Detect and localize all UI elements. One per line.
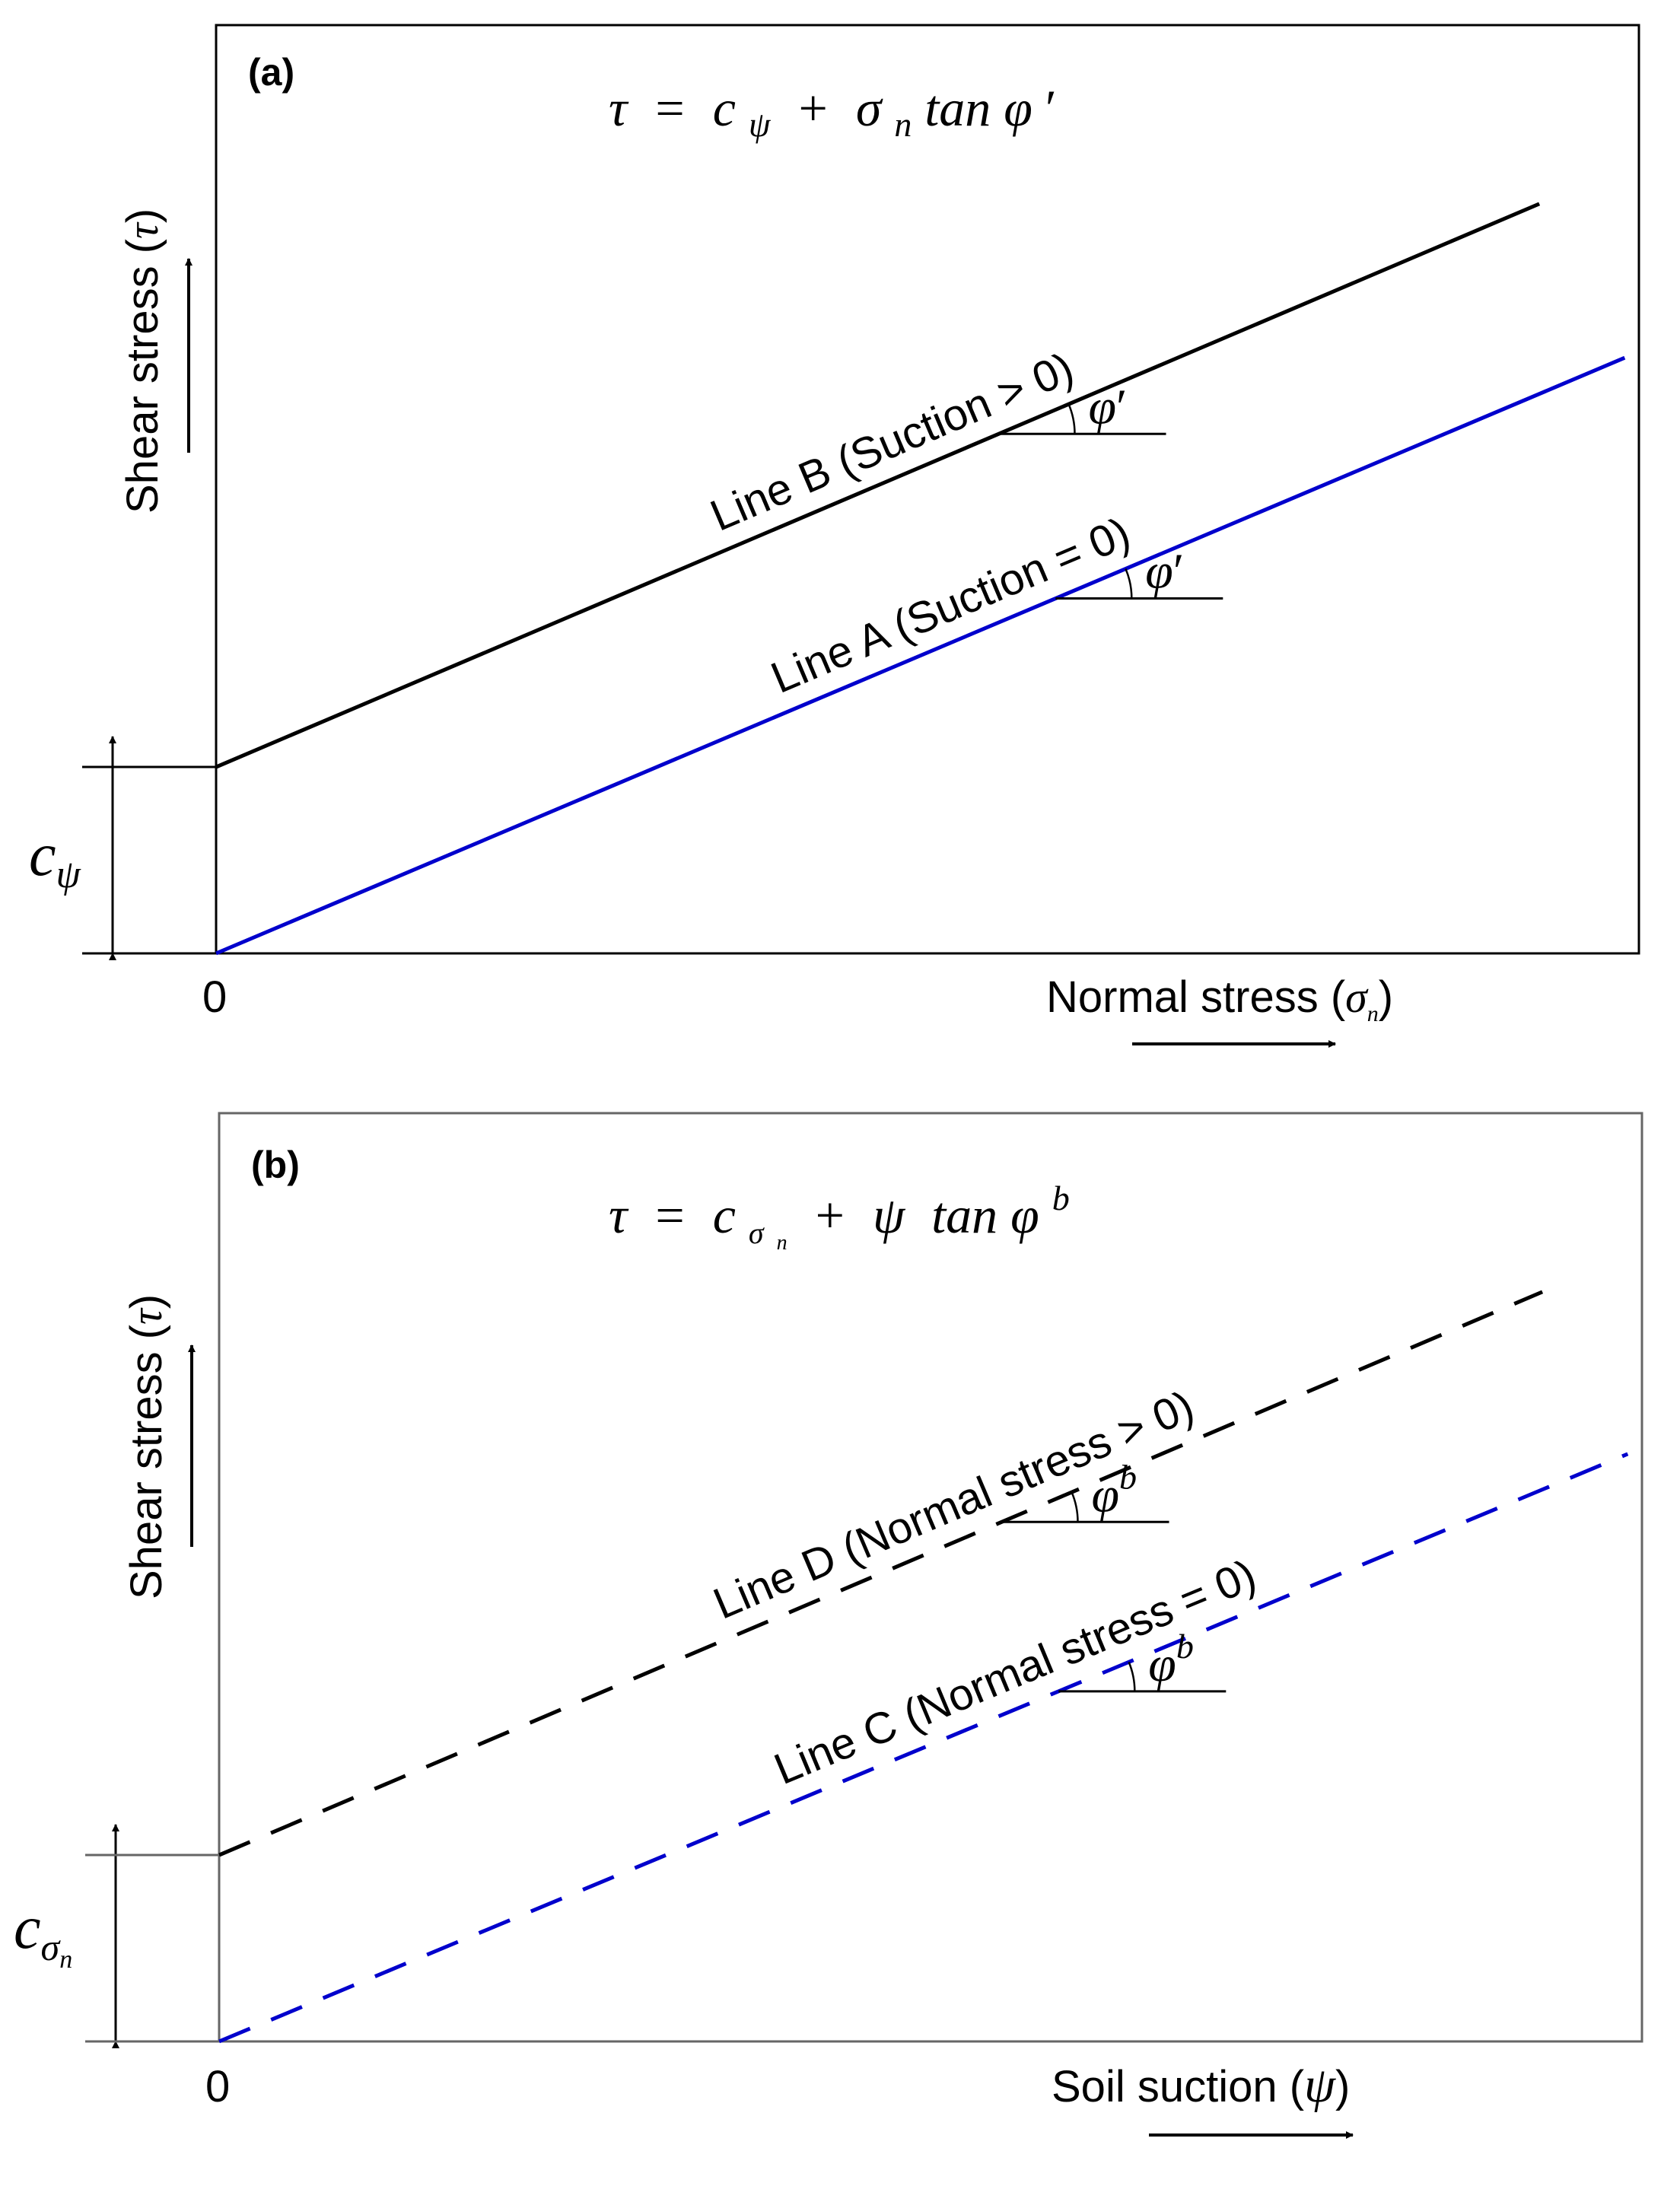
equation-phi: φ bbox=[1010, 1186, 1039, 1244]
equation-eq: = bbox=[655, 1186, 684, 1244]
line-c-series-line bbox=[218, 1452, 1629, 2044]
line-b-angle-symbol: φ′ bbox=[1089, 379, 1128, 434]
equation-c-sub: σ bbox=[749, 1216, 765, 1250]
plot-frame bbox=[215, 24, 1640, 955]
line-a-angle-symbol: φ′ bbox=[1145, 543, 1184, 599]
equation-sigma-sub: n bbox=[894, 105, 912, 144]
panel-a: (a) τ = c ψ + σ n tan φ ′ Line B (Suctio… bbox=[29, 24, 1640, 1048]
equation-c-sub: ψ bbox=[749, 105, 772, 144]
plot-frame bbox=[218, 1112, 1643, 2043]
origin-label: 0 bbox=[205, 2062, 230, 2111]
series-marks: Line B (Suction > 0) φ′Line A (Suction = … bbox=[215, 202, 1626, 956]
line-d-series-label: Line D (Normal stress > 0) bbox=[706, 1381, 1201, 1629]
line-d-series-line bbox=[218, 1290, 1544, 1857]
equation-lhs: τ bbox=[609, 79, 629, 137]
equation-plus: + bbox=[798, 79, 827, 137]
intercept-label: cσn bbox=[14, 1895, 72, 1974]
line-b-series-label: Line B (Suction > 0) bbox=[703, 343, 1080, 541]
equation: τ = c ψ + σ n tan φ ′ bbox=[609, 79, 1057, 148]
panel-label: (a) bbox=[248, 51, 294, 94]
line-d-angle-symbol: φb bbox=[1092, 1457, 1138, 1523]
x-axis-label: Normal stress (σn) bbox=[1046, 972, 1393, 1026]
panel-label: (b) bbox=[251, 1144, 300, 1186]
line-b-angle-arc bbox=[1068, 403, 1076, 434]
equation-c: c bbox=[713, 1186, 736, 1244]
equation-plus: + bbox=[816, 1186, 845, 1244]
line-b-series-line bbox=[215, 202, 1541, 769]
panel-b: (b) τ = c σ n + ψ tan φ b Line D (Normal… bbox=[14, 1112, 1643, 2139]
origin-label: 0 bbox=[202, 972, 227, 1022]
equation-c: c bbox=[713, 79, 736, 137]
equation-phi: φ bbox=[1004, 79, 1032, 137]
line-a-series-label: Line A (Suction = 0) bbox=[764, 508, 1137, 702]
line-a-series-line bbox=[215, 355, 1626, 956]
x-axis-label: Soil suction (ψ) bbox=[1052, 2057, 1350, 2113]
equation: τ = c σ n + ψ tan φ b bbox=[609, 1179, 1070, 1261]
line-c-angle-arc bbox=[1128, 1661, 1136, 1691]
equation-psi: ψ bbox=[873, 1186, 906, 1244]
line-a-angle-arc bbox=[1125, 568, 1133, 599]
intercept-label: cψ bbox=[29, 822, 82, 896]
equation-tan: tan bbox=[924, 79, 991, 137]
equation-prime: ′ bbox=[1045, 79, 1057, 137]
equation-tan: tan bbox=[931, 1186, 998, 1244]
equation-sigma: σ bbox=[856, 79, 883, 137]
equation-sup: b bbox=[1052, 1179, 1070, 1217]
equation-eq: = bbox=[655, 79, 684, 137]
equation-c-subsub: n bbox=[777, 1231, 788, 1255]
line-c-series-label: Line C (Normal stress = 0) bbox=[768, 1550, 1263, 1794]
y-axis-label: Shear stress (τ) bbox=[122, 1294, 171, 1599]
line-d-angle-arc bbox=[1071, 1491, 1079, 1523]
line-c-angle-symbol: φb bbox=[1148, 1627, 1194, 1692]
y-axis-label: Shear stress (τ) bbox=[118, 208, 167, 514]
equation-lhs: τ bbox=[609, 1186, 629, 1244]
